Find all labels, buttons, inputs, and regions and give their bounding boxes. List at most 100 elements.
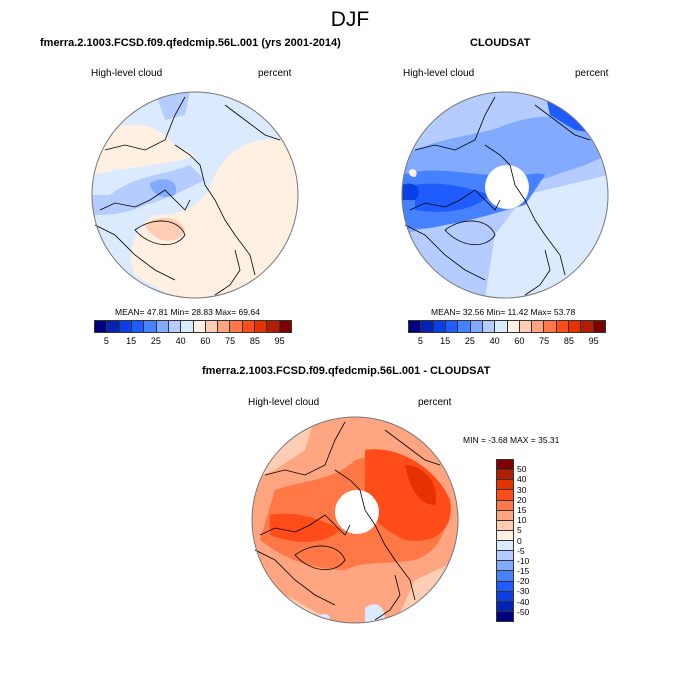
diff-polar-map [251, 416, 459, 624]
colorbar-box [497, 581, 513, 592]
model-variable-label: High-level cloud [91, 68, 163, 79]
map-border [251, 416, 459, 624]
colorbar-box [497, 490, 513, 501]
colorbar-tick-label: 0 [517, 535, 522, 546]
colorbar-box [156, 321, 169, 332]
colorbar-box [556, 321, 570, 332]
colorbar-box [497, 561, 513, 572]
colorbar-box [497, 520, 513, 531]
colorbar-box [279, 321, 291, 332]
colorbar-tick-label: 95 [588, 336, 599, 346]
contour-region [405, 465, 436, 505]
obs-colorbar [408, 320, 606, 333]
colorbar-tick-label: 60 [200, 336, 211, 346]
colorbar-tick-label: -50 [517, 606, 530, 617]
colorbar-tick-label: 85 [563, 336, 574, 346]
colorbar-tick-label: 30 [517, 484, 527, 495]
colorbar-box [230, 321, 243, 332]
contour-region [365, 449, 451, 541]
coastlines [94, 96, 281, 296]
model-units-label: percent [258, 68, 292, 79]
diff-panel-title: fmerra.2.1003.FCSD.f09.qfedcmip.56L.001 … [202, 365, 491, 377]
contour-region [402, 183, 420, 200]
colorbar-tick-label: 15 [126, 336, 137, 346]
colorbar-tick-label: -15 [517, 566, 530, 577]
model-panel-title: fmerra.2.1003.FCSD.f09.qfedcmip.56L.001 … [40, 37, 341, 49]
colorbar-tick-label: 5 [103, 336, 109, 346]
colorbar-box [470, 321, 483, 332]
colorbar-tick-label: 15 [440, 336, 451, 346]
colorbar-box [497, 571, 513, 582]
colorbar-tick-label: 75 [539, 336, 550, 346]
missing-data-pole [335, 490, 379, 534]
contour-region [270, 513, 340, 542]
colorbar-box [267, 321, 280, 332]
colorbar-box [242, 321, 256, 332]
colorbar-tick-label: 85 [249, 336, 260, 346]
colorbar-tick-label: -30 [517, 586, 530, 597]
obs-stats: MEAN= 32.56 Min= 11.42 Max= 53.78 [431, 307, 576, 317]
colorbar-box [482, 321, 496, 332]
obs-polar-map [401, 91, 609, 299]
figure-title: DJF [330, 8, 370, 31]
colorbar-tick-label: -40 [517, 596, 530, 607]
colorbar-box [119, 321, 132, 332]
diff-stats: MIN = -3.68 MAX = 35.31 [463, 435, 560, 445]
colorbar-box [193, 321, 206, 332]
colorbar-box [519, 321, 533, 332]
diff-colorbar [496, 459, 514, 622]
colorbar-box [433, 321, 446, 332]
contour-region [150, 179, 176, 197]
colorbar-box [497, 541, 513, 552]
colorbar-box [409, 321, 422, 332]
colorbar-box [497, 480, 513, 491]
missing-data-pole [485, 165, 529, 209]
contour-region [92, 165, 205, 215]
diff-variable-label: High-level cloud [248, 397, 320, 408]
colorbar-box [218, 321, 231, 332]
colorbar-tick-label: 5 [517, 525, 522, 536]
colorbar-tick-label: 40 [489, 336, 500, 346]
colorbar-box [497, 530, 513, 541]
colorbar-tick-label: 25 [464, 336, 475, 346]
colorbar-tick-label: 40 [175, 336, 186, 346]
obs-units-label: percent [575, 68, 609, 79]
colorbar-box [144, 321, 157, 332]
colorbar-tick-label: 60 [514, 336, 525, 346]
colorbar-box [131, 321, 145, 332]
model-stats: MEAN= 47.81 Min= 28.83 Max= 69.64 [115, 307, 260, 317]
contour-region [365, 604, 385, 623]
model-colorbar [94, 320, 292, 333]
colorbar-tick-label: 75 [225, 336, 236, 346]
colorbar-tick-label: 15 [517, 504, 527, 515]
colorbar-tick-label: 40 [517, 474, 527, 485]
colorbar-box [107, 321, 120, 332]
colorbar-tick-label: 95 [274, 336, 285, 346]
colorbar-box [581, 321, 594, 332]
contour-region [408, 169, 417, 177]
contour-region [155, 92, 190, 120]
colorbar-tick-label: 50 [517, 464, 527, 475]
colorbar-box [497, 601, 513, 612]
colorbar-box [495, 321, 508, 332]
colorbar-box [168, 321, 182, 332]
colorbar-box [507, 321, 520, 332]
colorbar-box [255, 321, 268, 332]
colorbar-box [544, 321, 557, 332]
colorbar-box [497, 551, 513, 562]
colorbar-tick-label: -20 [517, 576, 530, 587]
colorbar-box [532, 321, 545, 332]
colorbar-box [593, 321, 605, 332]
colorbar-box [497, 470, 513, 481]
obs-variable-label: High-level cloud [403, 68, 475, 79]
colorbar-box [95, 321, 108, 332]
colorbar-box [181, 321, 194, 332]
colorbar-box [497, 510, 513, 521]
colorbar-box [421, 321, 434, 332]
model-polar-map [91, 91, 299, 299]
colorbar-box [205, 321, 219, 332]
coastlines [254, 421, 441, 621]
coastlines [404, 96, 591, 296]
colorbar-tick-label: -5 [517, 545, 525, 556]
colorbar-box [445, 321, 459, 332]
